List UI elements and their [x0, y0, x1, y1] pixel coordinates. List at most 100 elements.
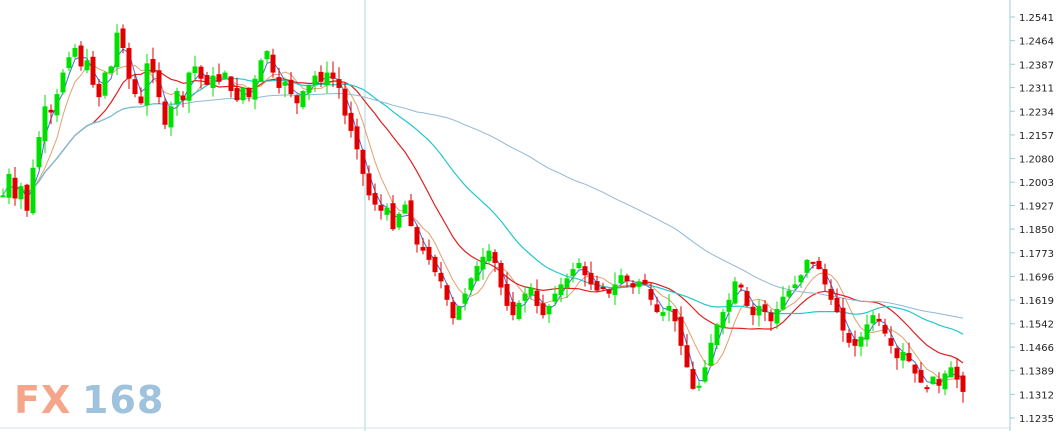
candle-down: [414, 227, 420, 245]
candle-down: [132, 79, 138, 95]
candle-down: [96, 83, 102, 98]
candle-down: [498, 263, 504, 288]
candle-down: [288, 79, 294, 95]
candle-down: [12, 177, 18, 199]
candle-down: [120, 28, 126, 49]
candle-down: [738, 284, 744, 288]
candle-down: [600, 286, 606, 289]
candle-down: [846, 332, 852, 343]
candle-up: [570, 269, 576, 277]
candle-down: [852, 339, 858, 346]
candle-down: [744, 291, 750, 306]
candle-up: [804, 259, 810, 273]
candle-down: [672, 308, 678, 322]
logo-fx-text: FX: [14, 378, 71, 422]
candle-up: [564, 278, 570, 288]
y-tick-label: 1.2464: [1019, 37, 1054, 48]
candle-down: [654, 304, 660, 313]
candle-up: [222, 72, 228, 79]
candle-down: [894, 348, 900, 359]
candle-down: [408, 200, 414, 227]
candle-down: [348, 112, 354, 131]
candle-up: [60, 72, 66, 93]
candle-down: [630, 283, 636, 288]
candle-down: [684, 345, 690, 368]
candle-down: [48, 109, 54, 113]
candle-down: [354, 126, 360, 150]
candle-down: [366, 173, 372, 196]
candle-down: [336, 79, 342, 88]
candle-down: [162, 101, 168, 125]
candle-up: [522, 293, 528, 301]
candle-down: [648, 289, 654, 300]
candle-up: [948, 367, 954, 378]
candle-down: [540, 303, 546, 316]
candle-down: [432, 256, 438, 273]
candle-up: [798, 275, 804, 283]
candle-down: [504, 283, 510, 306]
candle-up: [18, 186, 24, 200]
candle-up: [468, 278, 474, 290]
candle-up: [72, 48, 78, 57]
logo-168-text: 168: [82, 378, 164, 422]
candle-up: [792, 284, 798, 288]
candle-down: [444, 285, 450, 300]
candle-down: [594, 281, 600, 291]
candle-up: [264, 51, 270, 60]
candle-down: [534, 290, 540, 306]
candle-up: [666, 305, 672, 311]
candle-up: [42, 106, 48, 142]
y-tick-label: 1.2311: [1019, 84, 1054, 95]
candle-down: [228, 76, 234, 91]
y-tick-label: 1.1466: [1019, 343, 1054, 354]
candle-up: [474, 266, 480, 281]
y-tick-label: 1.1927: [1019, 202, 1054, 213]
candle-up: [144, 63, 150, 106]
candle-up: [870, 315, 876, 324]
candle-down: [156, 70, 162, 98]
candle-down: [768, 312, 774, 322]
candle-down: [834, 297, 840, 313]
candle-up: [864, 324, 870, 340]
candle-down: [438, 272, 444, 282]
candle-up: [384, 207, 390, 215]
candle-up: [282, 81, 288, 86]
candle-up: [516, 302, 522, 319]
candle-down: [216, 74, 222, 82]
candle-down: [822, 269, 828, 285]
candle-up: [708, 342, 714, 366]
y-tick-label: 1.1542: [1019, 320, 1054, 331]
candle-down: [372, 193, 378, 205]
candle-up: [300, 90, 306, 108]
candle-up: [114, 32, 120, 68]
candle-up: [618, 275, 624, 284]
candle-down: [642, 279, 648, 285]
candle-down: [390, 203, 396, 230]
candle-up: [30, 167, 36, 214]
candle-up: [714, 324, 720, 346]
candle-down: [828, 288, 834, 300]
candle-up: [252, 78, 258, 100]
candle-up: [612, 284, 618, 296]
candle-up: [702, 367, 708, 382]
candle-down: [246, 88, 252, 98]
candle-down: [150, 59, 156, 73]
candle-down: [420, 246, 426, 251]
candle-down: [78, 45, 84, 67]
candle-down: [906, 352, 912, 362]
candle-down: [882, 325, 888, 334]
candle-up: [186, 72, 192, 101]
candle-down: [426, 246, 432, 260]
candle-up: [732, 281, 738, 304]
candle-up: [720, 312, 726, 329]
candle-up: [54, 94, 60, 116]
candle-down: [138, 96, 144, 104]
candle-up: [192, 66, 198, 73]
candle-down: [180, 95, 186, 101]
candle-up: [324, 72, 330, 86]
candle-down: [924, 387, 930, 390]
crosshair-layer: [0, 0, 1010, 431]
y-tick-label: 1.1235: [1019, 414, 1054, 425]
candle-up: [546, 305, 552, 315]
candle-up: [462, 293, 468, 304]
